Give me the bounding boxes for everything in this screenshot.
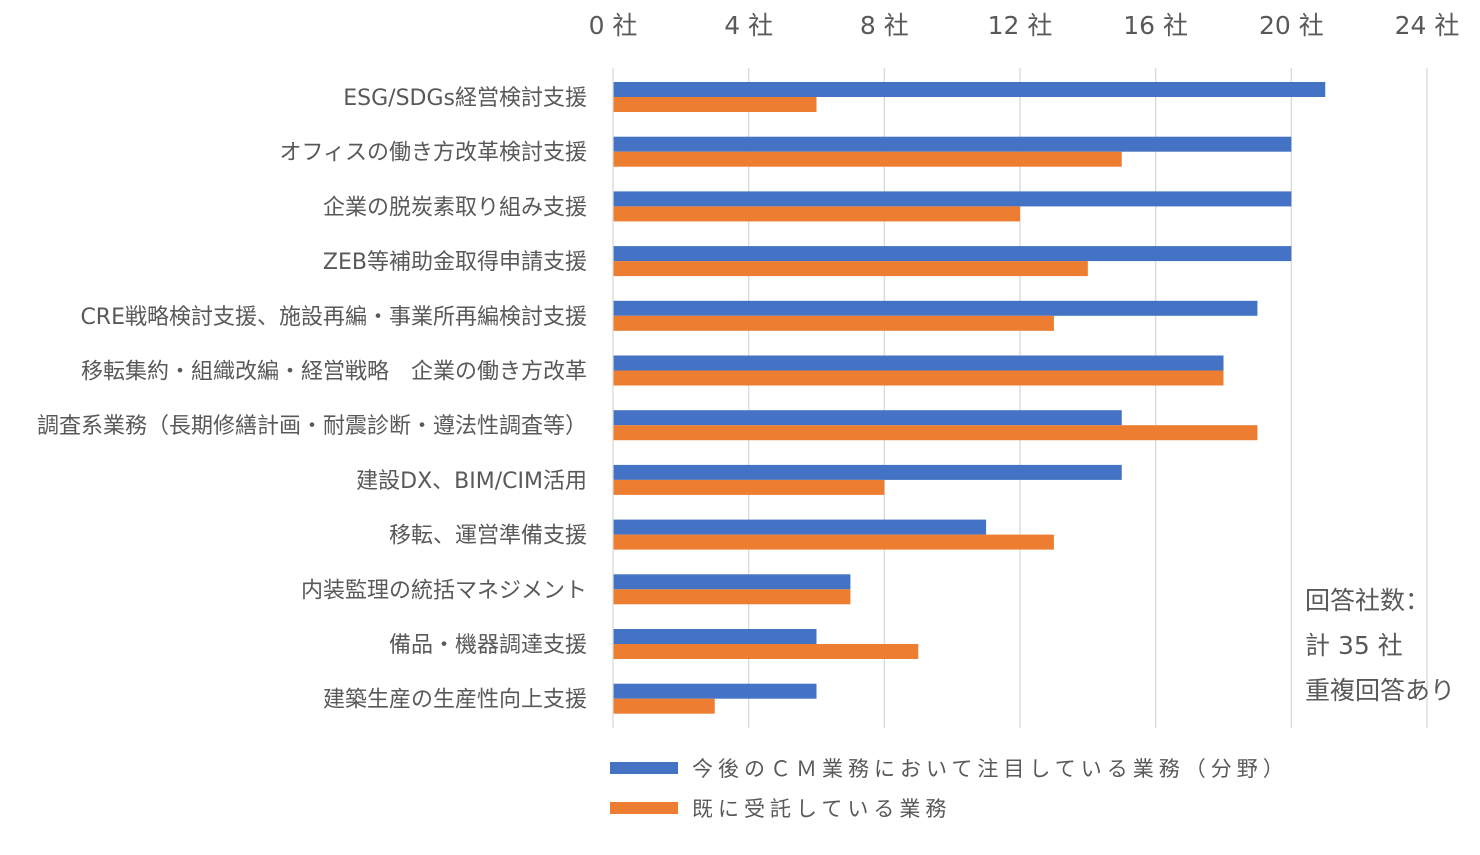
x-tick-label-24: 24 社: [1395, 11, 1460, 40]
bar-current: [613, 370, 1224, 386]
bar-future: [613, 464, 1122, 480]
bar-future: [613, 629, 817, 644]
category-label: 企業の脱炭素取り組み支援: [323, 195, 587, 220]
legend-label-future: 今後のＣＭ業務において注目している業務（分野）: [692, 757, 1289, 781]
x-tick-label-16: 16 社: [1123, 11, 1188, 40]
bar-future: [613, 410, 1122, 426]
category-label: 移転集約・組織改編・経営戦略 企業の働き方改革: [81, 360, 587, 385]
bar-current: [613, 479, 885, 495]
category-label: 調査系業務（長期修繕計画・耐震診断・遵法性調査等）: [37, 414, 587, 439]
bar-current: [613, 206, 1020, 222]
x-tick-label-8: 8 社: [860, 11, 909, 40]
legend: 今後のＣＭ業務において注目している業務（分野） 既に受託している業務: [610, 748, 1289, 828]
category-label: 内装監理の統括マネジメント: [301, 578, 587, 603]
x-tick-label-4: 4 社: [724, 11, 773, 40]
category-label: ZEB等補助金取得申請支援: [323, 250, 587, 275]
bar-future: [613, 355, 1224, 371]
bar-current: [613, 644, 919, 659]
category-label: 移転、運営準備支援: [389, 524, 587, 549]
legend-label-current: 既に受託している業務: [692, 797, 952, 821]
note-line-1: 回答社数：: [1305, 586, 1431, 615]
category-label: 備品・機器調達支援: [389, 633, 587, 658]
bar-future: [613, 246, 1292, 262]
category-label: オフィスの働き方改革検討支援: [279, 141, 587, 166]
bar-current: [613, 151, 1122, 167]
category-label: ESG/SDGs経営検討支援: [343, 86, 587, 111]
note-line-2: 計 35 社: [1305, 631, 1403, 660]
bar-current: [613, 698, 715, 714]
bar-current: [613, 589, 851, 605]
bar-future: [613, 136, 1292, 152]
x-tick-label-0: 0 社: [589, 11, 638, 40]
respondent-note: 回答社数： 計 35 社 重複回答あり: [1305, 578, 1455, 713]
bar-current: [613, 315, 1054, 331]
bar-future: [613, 300, 1258, 316]
bar-current: [613, 261, 1088, 277]
category-label: 建設DX、BIM/CIM活用: [356, 469, 587, 494]
bar-future: [613, 519, 987, 535]
legend-swatch-current: [610, 802, 678, 814]
note-line-3: 重複回答あり: [1305, 676, 1456, 705]
bar-future: [613, 683, 817, 699]
bar-current: [613, 97, 817, 112]
legend-item-current: 既に受託している業務: [610, 788, 1289, 828]
bar-current: [613, 425, 1258, 441]
x-tick-label-12: 12 社: [988, 11, 1053, 40]
category-label: CRE戦略検討支援、施設再編・事業所再編検討支援: [80, 305, 587, 330]
bar-current: [613, 534, 1054, 550]
legend-item-future: 今後のＣＭ業務において注目している業務（分野）: [610, 748, 1289, 788]
bar-future: [613, 191, 1292, 207]
x-tick-label-20: 20 社: [1259, 11, 1324, 40]
bar-future: [613, 82, 1326, 97]
bar-future: [613, 574, 851, 590]
category-label: 建築生産の生産性向上支援: [323, 688, 587, 713]
legend-swatch-future: [610, 762, 678, 774]
